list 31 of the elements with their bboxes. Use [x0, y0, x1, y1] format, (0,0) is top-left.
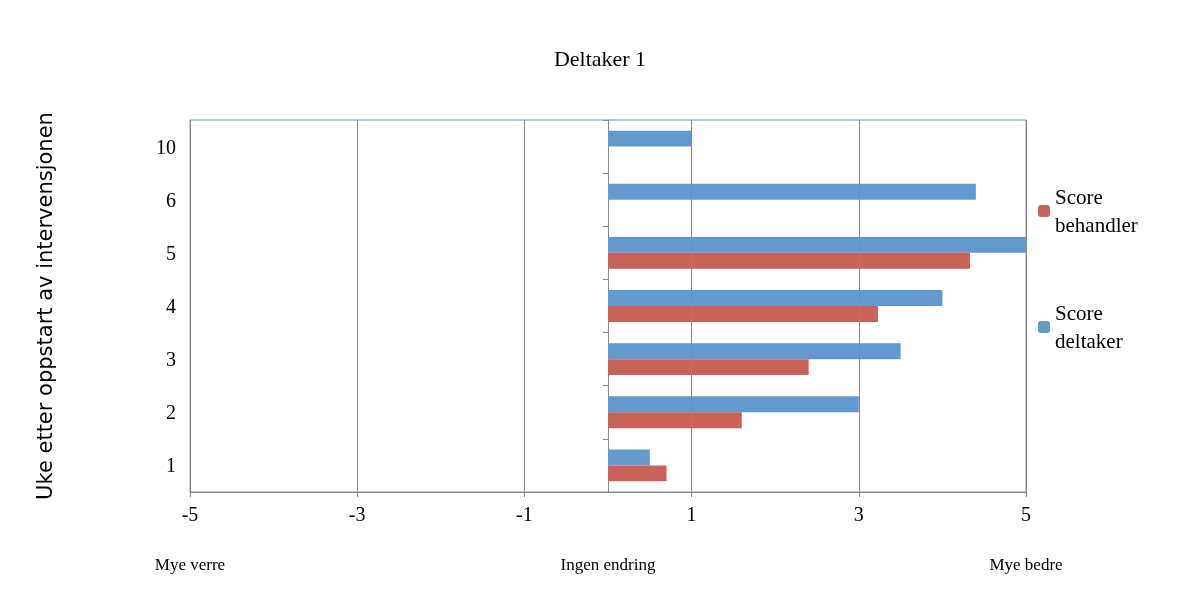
bar [608, 130, 692, 147]
bar [608, 343, 901, 360]
bar [608, 252, 970, 269]
text: Mye verre [154, 554, 226, 574]
text: Mye bedre [989, 554, 1063, 574]
text: Ingen endring [560, 554, 656, 574]
x-tick-label: 5 [1021, 503, 1031, 525]
y-tick-label: 4 [166, 295, 176, 317]
legend-label: Score behandler [1055, 185, 1138, 237]
x-tick-label: -1 [516, 503, 533, 525]
bar [608, 359, 809, 376]
bar [608, 396, 859, 413]
y-tick-label: 1 [166, 454, 176, 477]
bar [608, 449, 650, 466]
y-tick-label: 5 [166, 241, 176, 264]
bar [608, 290, 943, 306]
bar [608, 412, 742, 429]
y-tick-label: 3 [166, 348, 176, 371]
bar [608, 465, 667, 482]
x-tick-label: 1 [686, 503, 697, 525]
y-tick-label: 6 [166, 188, 176, 211]
y-tick-label: 10 [156, 135, 176, 158]
chart-title: Deltaker 1 [553, 45, 647, 71]
legend-label: Score deltaker [1055, 301, 1123, 353]
bar [608, 306, 879, 322]
x-tick-label: 3 [853, 503, 864, 525]
y-axis-title: Uke etter oppstart av intervensjonen [32, 112, 57, 500]
x-tick-label: -3 [348, 503, 366, 525]
bar [608, 183, 976, 200]
x-tick-label: -5 [181, 503, 199, 525]
y-tick-label: 2 [166, 401, 176, 424]
